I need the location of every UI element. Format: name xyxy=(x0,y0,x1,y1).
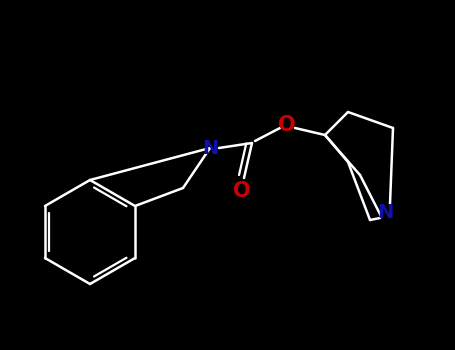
Text: N: N xyxy=(377,203,393,223)
Text: O: O xyxy=(233,181,251,201)
Text: N: N xyxy=(202,139,218,158)
Text: O: O xyxy=(278,115,296,135)
